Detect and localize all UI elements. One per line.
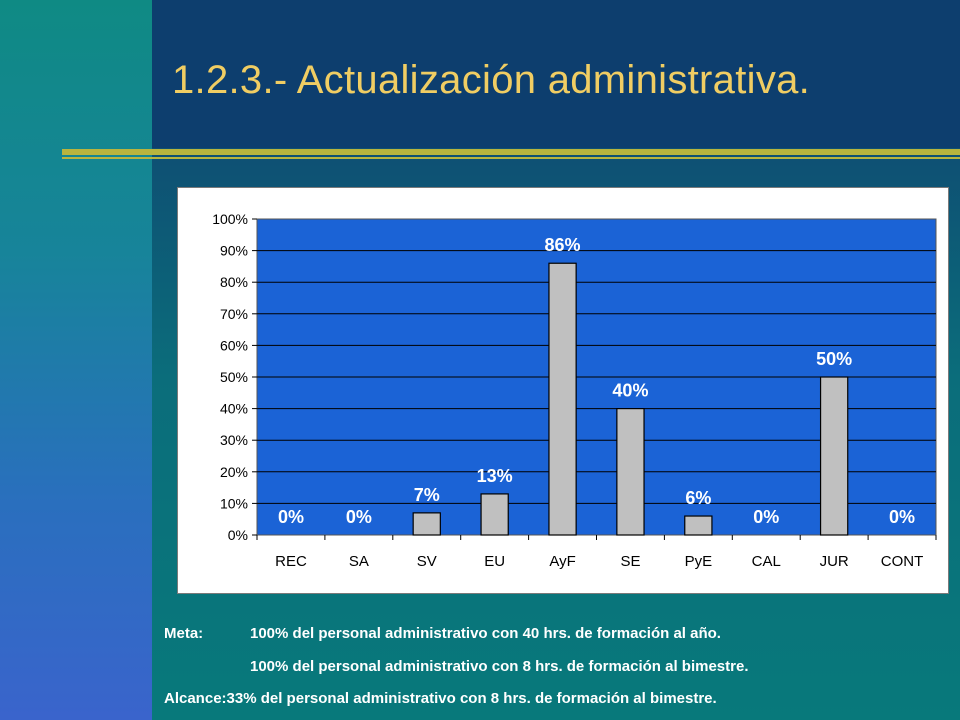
y-tick-label: 90% — [220, 243, 248, 259]
x-tick-label: EU — [484, 553, 505, 570]
data-label: 0% — [346, 507, 372, 527]
bar — [548, 262, 577, 536]
data-label: 0% — [278, 507, 304, 527]
x-tick-label: CAL — [752, 553, 781, 570]
meta-label: Meta: — [164, 625, 204, 642]
alcance-text: 33% del personal administrativo con 8 hr… — [226, 690, 717, 707]
data-label: 0% — [753, 507, 779, 527]
left-accent-band — [0, 0, 152, 720]
meta-text-2: 100% del personal administrativo con 8 h… — [250, 658, 749, 675]
y-tick-label: 30% — [220, 432, 248, 448]
y-tick-label: 70% — [220, 306, 248, 322]
data-label: 86% — [545, 235, 581, 255]
meta-line-2: 100% del personal administrativo con 8 h… — [164, 658, 749, 675]
y-tick-label: 20% — [220, 464, 248, 480]
slide-title: 1.2.3.- Actualización administrativa. — [172, 58, 811, 102]
bar — [412, 512, 441, 536]
data-label: 40% — [612, 381, 648, 401]
data-label: 0% — [889, 507, 915, 527]
data-label: 13% — [477, 466, 513, 486]
header-band — [152, 0, 960, 148]
x-tick-label: PyE — [685, 553, 713, 570]
x-tick-label: SA — [349, 553, 369, 570]
y-tick-label: 50% — [220, 369, 248, 385]
meta-text-1: 100% del personal administrativo con 40 … — [250, 625, 721, 642]
y-tick-label: 0% — [228, 527, 248, 543]
meta-line-1: Meta: 100% del personal administrativo co… — [164, 625, 721, 642]
x-tick-label: SV — [417, 553, 437, 570]
x-tick-label: CONT — [881, 553, 924, 570]
alcance-label: Alcance: — [164, 690, 227, 707]
y-tick-label: 100% — [212, 211, 248, 227]
x-tick-label: JUR — [820, 553, 849, 570]
data-label: 7% — [414, 485, 440, 505]
x-tick-label: REC — [275, 553, 307, 570]
bar — [819, 376, 849, 536]
bar-chart: 0% 10% 20% 30% 40% 50% 60% 70% 80% 90% 100% 0% REC 0%… — [177, 187, 949, 594]
bar — [480, 493, 509, 536]
bar — [616, 408, 645, 536]
bar — [684, 515, 713, 536]
alcance-line: Alcance:33% del personal administrativo … — [164, 690, 717, 707]
y-tick-label: 60% — [220, 337, 248, 353]
y-tick-label: 40% — [220, 401, 248, 417]
x-tick-label: SE — [620, 553, 640, 570]
y-tick-label: 10% — [220, 495, 248, 511]
data-label: 6% — [685, 488, 711, 508]
title-rule-thick — [62, 149, 960, 155]
bar-chart-svg: 0% 10% 20% 30% 40% 50% 60% 70% 80% 90% 100% 0% REC 0%… — [212, 211, 937, 570]
x-tick-label: AyF — [549, 553, 575, 570]
data-label: 50% — [816, 349, 852, 369]
y-tick-label: 80% — [220, 274, 248, 290]
title-rule-thin — [62, 157, 960, 159]
